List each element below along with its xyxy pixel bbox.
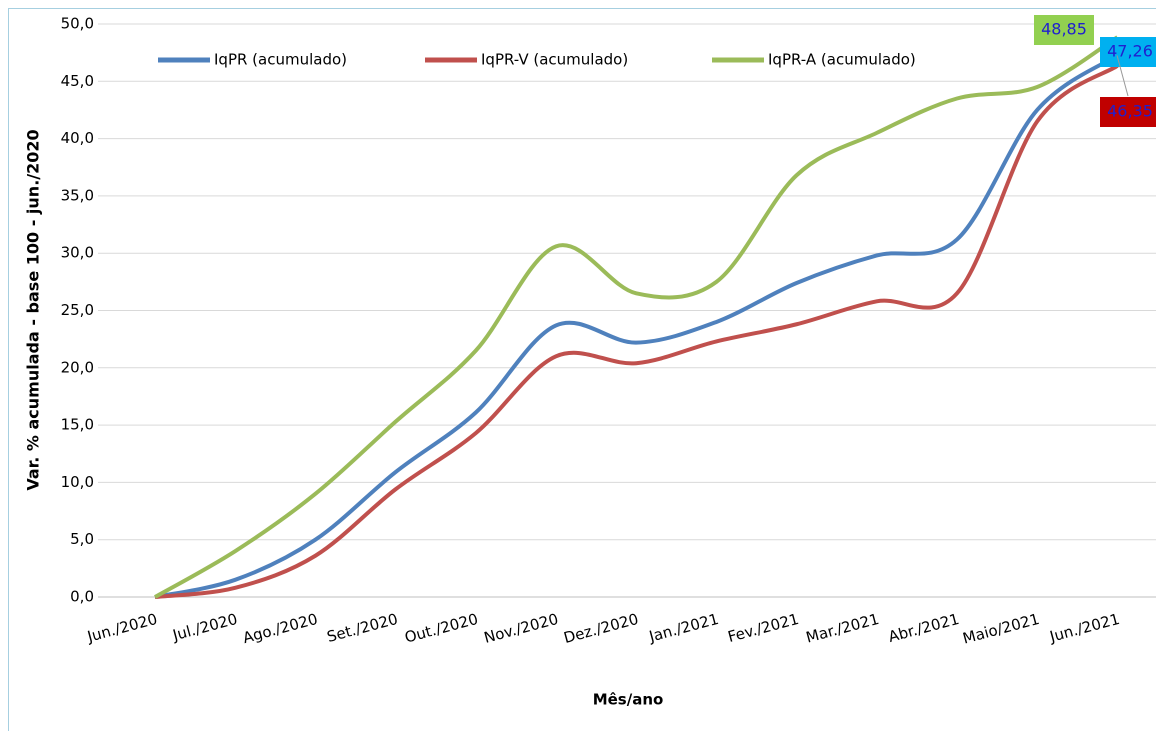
data-label-box	[1100, 37, 1156, 67]
chart-frame	[8, 8, 1156, 731]
data-label-box	[1100, 97, 1156, 127]
x-tick-label: Ago./2020	[241, 610, 320, 647]
x-tick-label: Set./2020	[325, 610, 400, 646]
data-label-box	[1034, 15, 1094, 45]
y-tick-label: 45,0	[61, 72, 94, 90]
x-tick-label: Out./2020	[403, 610, 480, 647]
y-axis-title: Var. % acumulada - base 100 - jun./2020	[24, 129, 43, 490]
data-label-text: 46,35	[1107, 102, 1153, 121]
y-tick-label: 5,0	[70, 530, 94, 548]
legend-label: IqPR-V (acumulado)	[481, 51, 628, 69]
x-tick-label: Jan./2021	[646, 610, 720, 646]
data-label: 46,35	[1100, 97, 1156, 127]
x-tick-label: Dez./2020	[562, 610, 641, 647]
y-tick-label: 10,0	[61, 473, 94, 491]
legend-label: IqPR-A (acumulado)	[768, 51, 916, 69]
x-tick-label: Jun./2020	[85, 610, 160, 646]
y-tick-label: 35,0	[61, 186, 94, 204]
series-line	[154, 35, 1119, 599]
y-tick-label: 20,0	[61, 358, 94, 376]
y-tick-label: 15,0	[61, 416, 94, 434]
y-tick-label: 0,0	[70, 588, 94, 606]
y-tick-label: 40,0	[61, 129, 94, 147]
y-tick-label: 30,0	[61, 244, 94, 262]
x-tick-label: Nov./2020	[482, 610, 560, 647]
legend-label: IqPR (acumulado)	[214, 51, 347, 69]
x-tick-label: Abr./2021	[886, 610, 961, 646]
data-label: 48,85	[1034, 15, 1094, 45]
x-tick-label: Maio/2021	[961, 610, 1042, 648]
y-tick-label: 50,0	[61, 15, 94, 33]
x-axis-title: Mês/ano	[593, 691, 664, 709]
data-label-text: 47,26	[1107, 42, 1153, 61]
data-label-text: 48,85	[1041, 20, 1087, 39]
series-line	[154, 53, 1119, 599]
leader-line	[1116, 55, 1129, 97]
y-tick-label: 25,0	[61, 301, 94, 319]
x-tick-label: Jul./2020	[170, 610, 239, 645]
data-label: 47,26	[1100, 37, 1156, 67]
x-tick-label: Mar./2021	[804, 610, 881, 647]
x-tick-label: Jun./2021	[1047, 610, 1122, 646]
x-tick-label: Fev./2021	[726, 610, 801, 646]
series-line	[154, 64, 1119, 599]
